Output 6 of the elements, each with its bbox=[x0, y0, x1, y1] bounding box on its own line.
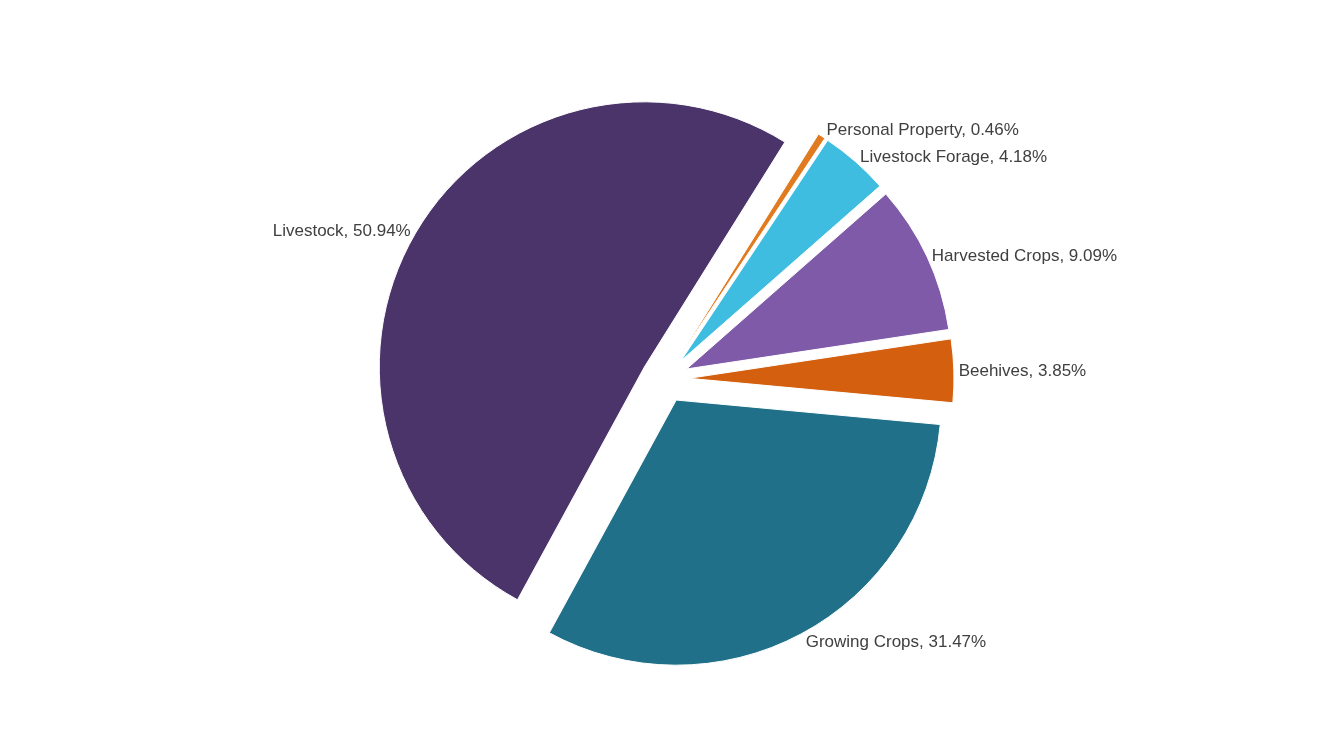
slice-label: Beehives, 3.85% bbox=[958, 361, 1087, 381]
slice-label: Growing Crops, 31.47% bbox=[805, 631, 987, 651]
slice-label: Personal Property, 0.46% bbox=[826, 119, 1019, 139]
slice-label: Livestock, 50.94% bbox=[272, 221, 411, 241]
slice-label: Livestock Forage, 4.18% bbox=[860, 146, 1048, 166]
slice-label: Harvested Crops, 9.09% bbox=[931, 245, 1118, 265]
